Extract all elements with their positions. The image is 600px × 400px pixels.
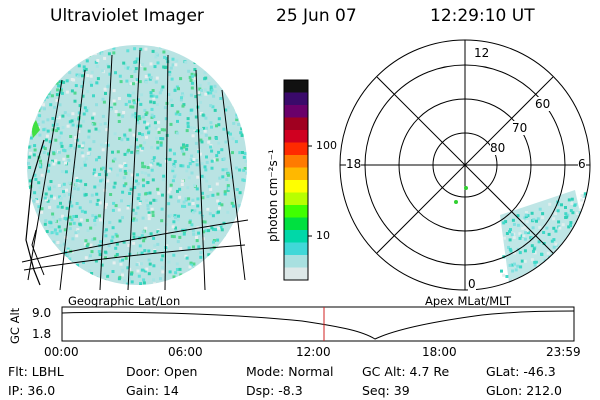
polar-ring-label-70: 70: [512, 121, 528, 135]
info-glon: GLon: 212.0: [486, 383, 562, 398]
polar-ring-label-80: 80: [490, 141, 506, 155]
colorbar-unit-label: photon cm⁻²s⁻¹: [266, 149, 280, 242]
date-label: 25 Jun 07: [276, 6, 357, 26]
info-dsp: Dsp: -8.3: [246, 383, 303, 398]
info-glat: GLat: -46.3: [486, 364, 556, 379]
apex-panel-label: Apex MLat/MLT: [425, 294, 512, 308]
geo-grid-lines: [21, 49, 249, 291]
altitude-ytick-high: 9.0: [32, 306, 52, 320]
polar-plot: [339, 39, 591, 291]
polar-ring-label-60: 60: [535, 97, 551, 111]
colorbar-tick-100: 100: [316, 139, 337, 152]
info-ip: IP: 36.0: [8, 383, 56, 398]
polar-label-top: 12: [474, 46, 490, 60]
polar-label-right: 6: [578, 157, 586, 171]
info-seq: Seq: 39: [362, 383, 410, 398]
altitude-xtick-1200: 12:00: [296, 345, 331, 359]
polar-label-left: 18: [346, 157, 362, 171]
altitude-ytick-low: 1.8: [32, 327, 52, 341]
instrument-title: Ultraviolet Imager: [50, 6, 204, 26]
geographic-image: [21, 45, 249, 291]
info-mode: Mode: Normal: [246, 364, 334, 379]
info-flt: Flt: LBHL: [8, 364, 64, 379]
altitude-plot: [61, 306, 575, 342]
info-gain: Gain: 14: [126, 383, 179, 398]
info-door: Door: Open: [126, 364, 198, 379]
altitude-xtick-1800: 18:00: [422, 345, 457, 359]
altitude-xtick-0600: 06:00: [168, 345, 203, 359]
geographic-panel-label: Geographic Lat/Lon: [68, 294, 181, 308]
altitude-y-label: GC Alt: [8, 307, 22, 344]
time-label: 12:29:10 UT: [430, 6, 535, 26]
colorbar-tick-10: 10: [316, 229, 330, 242]
polar-label-bottom: 0: [468, 277, 476, 291]
info-gc-alt: GC Alt: 4.7 Re: [362, 364, 450, 379]
altitude-curve: [61, 310, 575, 340]
coastline: [25, 139, 45, 286]
altitude-xtick-2359: 23:59: [546, 345, 581, 359]
colorbar: [283, 79, 312, 281]
coast-bright-spot: [32, 120, 40, 138]
altitude-xtick-0000: 00:00: [44, 345, 79, 359]
